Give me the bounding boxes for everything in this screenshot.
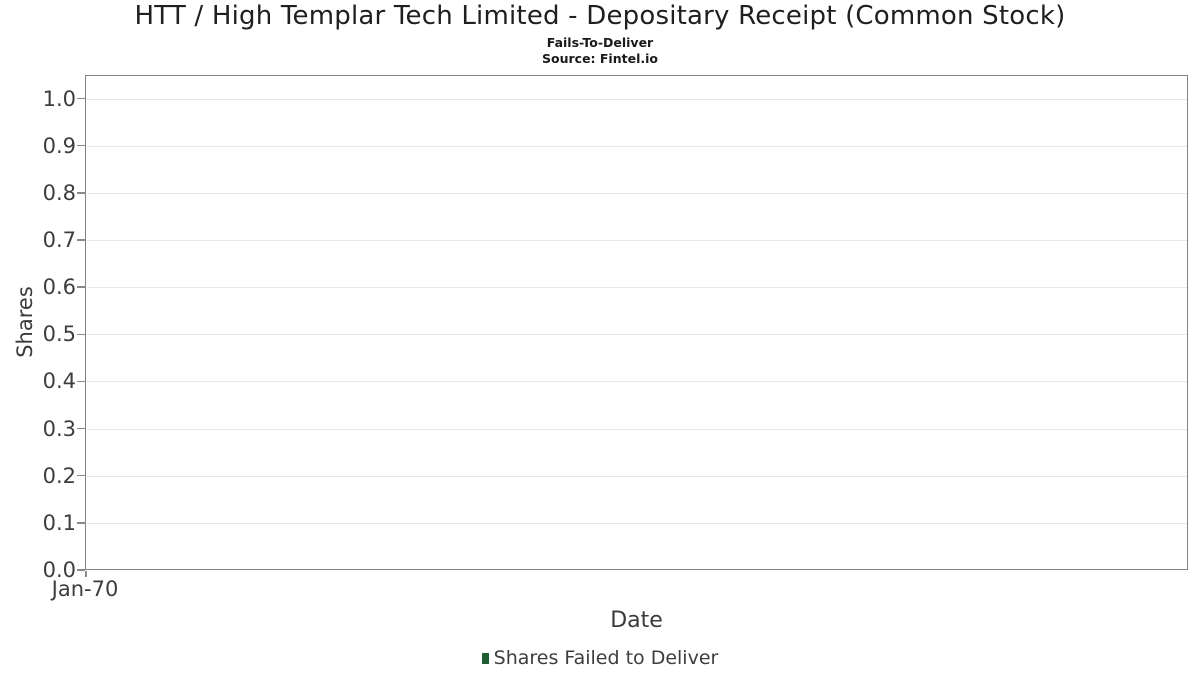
gridline	[87, 287, 1187, 289]
gridline	[87, 428, 1187, 430]
gridline	[87, 192, 1187, 194]
y-axis-tick-mark	[77, 144, 85, 147]
gridline	[87, 522, 1187, 524]
y-axis-tick-mark	[77, 569, 85, 571]
y-axis-tick-label: 0.9	[42, 133, 76, 158]
plot-area	[85, 75, 1188, 570]
gridline	[87, 98, 1187, 100]
y-axis-tick-mark	[77, 239, 85, 241]
y-axis-tick-label: 0.6	[42, 275, 76, 300]
legend-label: Shares Failed to Deliver	[493, 647, 719, 669]
x-axis-label: Date	[610, 608, 663, 633]
y-axis-tick-label: 0.5	[42, 322, 76, 347]
y-axis-tick-label: 0.1	[42, 510, 76, 535]
gridline	[87, 381, 1187, 383]
x-axis-tick-mark	[85, 571, 87, 577]
gridline	[87, 240, 1187, 241]
y-axis-tick-label: 0.7	[42, 228, 76, 252]
gridline	[87, 334, 1187, 336]
legend-marker-icon	[481, 652, 489, 664]
y-axis-tick-label: 0.2	[42, 463, 76, 488]
y-axis-label: Shares	[13, 286, 37, 358]
y-axis-tick-mark	[77, 380, 85, 383]
y-axis-tick-label: 1.0	[42, 86, 76, 111]
y-axis-tick-mark	[77, 192, 85, 194]
chart-subtitle: Fails-To-Deliver	[546, 35, 654, 50]
y-axis-tick-mark	[77, 333, 85, 336]
y-axis-tick-mark	[77, 286, 85, 288]
chart-source: Source: Fintel.io	[542, 51, 658, 66]
y-axis-tick-labels: 0.0 0.1 0.2 0.3 0.4 0.5 0.6 0.7 0.8 0.9 1.0	[0, 0, 76, 675]
y-axis-tick-label: 0.4	[42, 369, 76, 394]
y-axis-tick-mark	[77, 427, 85, 430]
x-axis-tick-label: Jan-70	[51, 577, 119, 601]
y-axis-tick-mark	[77, 97, 85, 100]
gridline	[87, 145, 1187, 147]
y-axis-tick-mark	[77, 522, 85, 524]
y-axis-tick-label: 0.3	[42, 416, 76, 441]
y-axis-tick-mark	[77, 474, 85, 477]
gridline	[87, 475, 1187, 477]
chart-title: HTT / High Templar Tech Limited - Deposi…	[134, 1, 1066, 31]
y-axis-tick-label: 0.8	[42, 180, 76, 205]
legend: Shares Failed to Deliver	[0, 646, 1200, 670]
y-axis-tick-label: 0.0	[42, 558, 76, 582]
